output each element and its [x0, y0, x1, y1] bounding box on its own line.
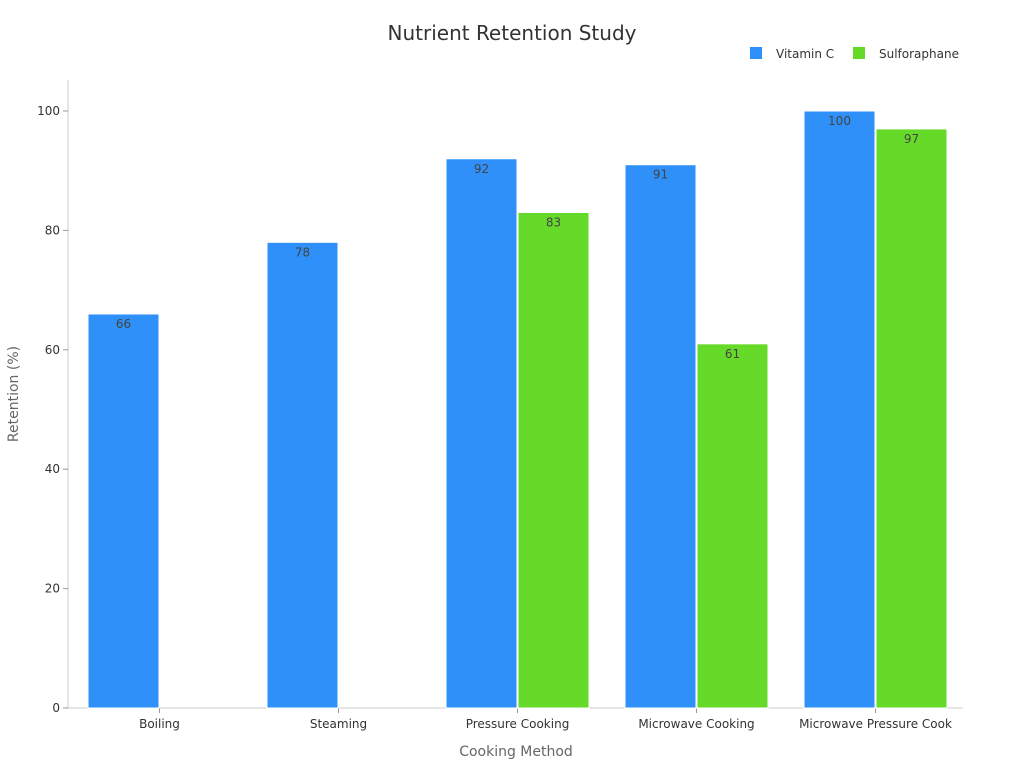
- y-tick-label: 40: [45, 462, 60, 476]
- x-tick-label: Pressure Cooking: [466, 717, 570, 731]
- data-label: 97: [904, 132, 919, 146]
- legend-label: Vitamin C: [776, 47, 834, 61]
- x-tick-label: Steaming: [310, 717, 367, 731]
- chart-title: Nutrient Retention Study: [388, 21, 637, 45]
- legend-swatch: [750, 47, 762, 59]
- bar-sulforaphane: [875, 128, 948, 709]
- bar-vitamin-c: [266, 241, 339, 709]
- y-tick-label: 20: [45, 582, 60, 596]
- y-ticks: 0 20 40 60 80 100: [37, 104, 68, 715]
- legend-swatch: [853, 47, 865, 59]
- bar-sulforaphane: [517, 211, 590, 709]
- bar-vitamin-c: [87, 313, 160, 709]
- bar-vitamin-c: [624, 164, 697, 709]
- x-tick-label: Microwave Pressure Cook: [799, 717, 952, 731]
- x-axis-label: Cooking Method: [459, 744, 573, 760]
- bars: [87, 110, 948, 709]
- data-label: 92: [474, 162, 489, 176]
- legend-label: Sulforaphane: [879, 47, 959, 61]
- y-axis-label: Retention (%): [6, 346, 22, 442]
- y-tick-label: 0: [52, 701, 60, 715]
- x-tick-label: Microwave Cooking: [638, 717, 754, 731]
- legend: Vitamin C Sulforaphane: [750, 47, 959, 61]
- data-label: 66: [116, 317, 131, 331]
- data-label: 100: [828, 114, 851, 128]
- bar-vitamin-c: [445, 158, 518, 709]
- x-ticks: Boiling Steaming Pressure Cooking Microwave…: [139, 708, 952, 731]
- bar-labels: 66 78 92 83 91 61 100 97: [116, 114, 919, 361]
- bar-sulforaphane: [696, 343, 769, 709]
- x-tick-label: Boiling: [139, 717, 180, 731]
- y-tick-label: 100: [37, 104, 60, 118]
- data-label: 91: [653, 168, 668, 182]
- y-tick-label: 80: [45, 223, 60, 237]
- y-tick-label: 60: [45, 343, 60, 357]
- data-label: 78: [295, 245, 310, 259]
- data-label: 61: [725, 347, 740, 361]
- data-label: 83: [546, 215, 561, 229]
- bar-vitamin-c: [803, 110, 876, 709]
